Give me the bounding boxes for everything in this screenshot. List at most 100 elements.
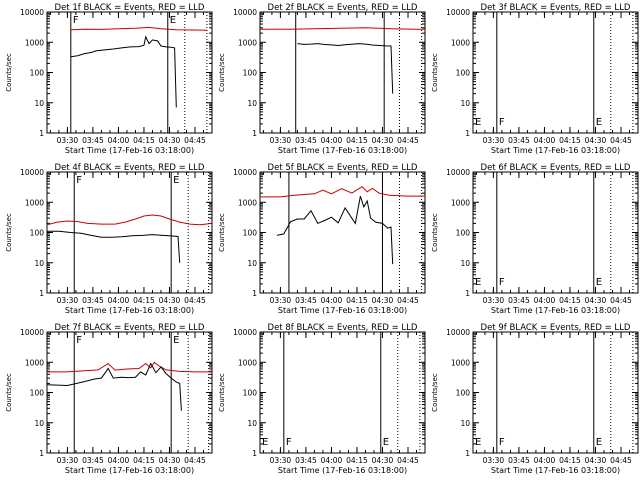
x-tick-label: 03:45 [508, 136, 530, 145]
x-tick-label: 04:30 [585, 296, 607, 305]
panel-det3f: Det 3f BLACK = Events, RED = LLD 1 10 100 10… [431, 3, 639, 155]
marker-label: E [383, 437, 389, 448]
x-tick-label: 03:30 [270, 456, 292, 465]
y-axis-label: Counts/sec [431, 373, 439, 412]
y-tick-label: 1 [39, 129, 44, 138]
panel-title: Det 4f BLACK = Events, RED = LLD [55, 163, 205, 173]
x-tick-label: 04:00 [108, 136, 130, 145]
y-axis-label: Counts/sec [5, 373, 13, 412]
y-tick-label: 100 [243, 389, 258, 398]
y-axis-label: Counts/sec [218, 213, 226, 252]
x-axis-label: Start Time (17-Feb-16 03:18:00) [491, 306, 620, 315]
x-tick-label: 04:15 [133, 296, 155, 305]
events-series [46, 362, 182, 411]
panel-title: Det 1f BLACK = Events, RED = LLD [55, 3, 205, 13]
x-tick-label: 04:00 [108, 456, 130, 465]
x-axis-label: Start Time (17-Feb-16 03:18:00) [278, 146, 407, 155]
y-tick-label: 1 [39, 449, 44, 458]
marker-label: E [173, 175, 179, 186]
plot-frame [46, 331, 213, 454]
y-tick-label: 1000 [451, 198, 470, 207]
panel-title: Det 8f BLACK = Events, RED = LLD [268, 323, 418, 333]
lld-series [260, 27, 425, 30]
panel-title: Det 6f BLACK = Events, RED = LLD [481, 163, 631, 173]
y-axis-label: Counts/sec [5, 213, 13, 252]
y-tick-label: 1000 [451, 38, 470, 47]
y-tick-label: 1 [465, 289, 470, 298]
x-tick-label: 04:30 [372, 136, 394, 145]
panel-det5f: Det 5f BLACK = Events, RED = LLD 1 10 100 10… [218, 163, 426, 315]
plot-frame [472, 331, 639, 454]
panel-det1f: Det 1f BLACK = Events, RED = LLD 1 10 100 10… [5, 3, 213, 155]
marker-label: E [262, 437, 268, 448]
y-tick-label: 10000 [446, 328, 470, 337]
x-tick-label: 03:45 [82, 136, 104, 145]
panel-title: Det 5f BLACK = Events, RED = LLD [268, 163, 418, 173]
x-tick-label: 04:15 [559, 296, 581, 305]
y-tick-label: 10000 [233, 8, 257, 17]
y-tick-label: 1000 [25, 38, 44, 47]
marker-label: F [76, 175, 82, 186]
x-tick-label: 04:00 [534, 296, 556, 305]
x-tick-label: 04:00 [534, 456, 556, 465]
x-tick-label: 03:30 [483, 296, 505, 305]
x-tick-label: 04:30 [585, 456, 607, 465]
x-tick-label: 04:00 [321, 456, 343, 465]
y-tick-label: 1 [252, 289, 257, 298]
x-tick-label: 04:15 [346, 136, 368, 145]
y-tick-label: 10 [460, 99, 470, 108]
x-tick-label: 04:15 [559, 136, 581, 145]
marker-label: E [596, 117, 602, 128]
marker-label: E [596, 437, 602, 448]
y-tick-label: 100 [30, 389, 45, 398]
x-tick-label: 03:30 [57, 136, 79, 145]
y-tick-label: 1 [252, 449, 257, 458]
events-series [70, 35, 177, 108]
y-tick-label: 10 [247, 419, 257, 428]
y-tick-label: 10000 [20, 168, 44, 177]
marker-label: E [475, 277, 481, 288]
x-tick-label: 04:45 [397, 456, 419, 465]
x-axis-label: Start Time (17-Feb-16 03:18:00) [491, 466, 620, 475]
lld-series [47, 361, 212, 373]
y-tick-label: 1 [39, 289, 44, 298]
x-tick-label: 03:45 [82, 296, 104, 305]
y-tick-label: 1000 [238, 38, 257, 47]
y-tick-label: 1 [465, 129, 470, 138]
y-tick-label: 10000 [20, 328, 44, 337]
x-axis-label: Start Time (17-Feb-16 03:18:00) [65, 146, 194, 155]
y-tick-label: 10000 [20, 8, 44, 17]
panel-title: Det 9f BLACK = Events, RED = LLD [481, 323, 631, 333]
y-tick-label: 10 [460, 259, 470, 268]
y-tick-label: 1 [465, 449, 470, 458]
marker-label: F [73, 15, 79, 26]
y-tick-label: 100 [456, 229, 471, 238]
x-tick-label: 03:30 [483, 456, 505, 465]
x-tick-label: 03:45 [508, 456, 530, 465]
y-tick-label: 10 [34, 419, 44, 428]
marker-label: E [475, 437, 481, 448]
panel-det4f: Det 4f BLACK = Events, RED = LLD 1 10 100 10… [5, 163, 213, 315]
lld-series [260, 185, 425, 198]
marker-label: F [499, 437, 505, 448]
y-tick-label: 10000 [446, 8, 470, 17]
y-tick-label: 100 [30, 69, 45, 78]
x-tick-label: 04:45 [184, 296, 206, 305]
x-tick-label: 03:30 [483, 136, 505, 145]
plot-frame [472, 11, 639, 134]
marker-label: F [76, 335, 82, 346]
x-tick-label: 03:45 [295, 296, 317, 305]
panel-det6f: Det 6f BLACK = Events, RED = LLD 1 10 100 10… [431, 163, 639, 315]
panel-det9f: Det 9f BLACK = Events, RED = LLD 1 10 100 10… [431, 323, 639, 475]
x-tick-label: 04:45 [610, 296, 632, 305]
x-tick-label: 04:30 [159, 296, 181, 305]
marker-label: E [173, 335, 179, 346]
x-tick-label: 04:45 [397, 296, 419, 305]
y-tick-label: 1000 [25, 358, 44, 367]
y-axis-label: Counts/sec [218, 53, 226, 92]
x-tick-label: 03:30 [270, 136, 292, 145]
x-tick-label: 03:45 [82, 456, 104, 465]
y-tick-label: 10 [247, 259, 257, 268]
x-tick-label: 03:45 [295, 456, 317, 465]
x-tick-label: 04:30 [159, 456, 181, 465]
